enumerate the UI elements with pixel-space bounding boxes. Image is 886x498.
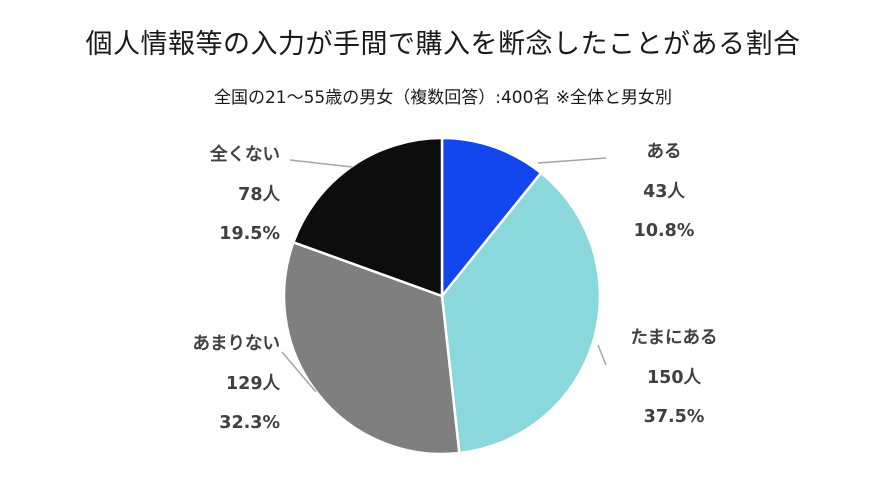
leader-line <box>537 157 607 164</box>
slice-label-name: あまりない <box>192 334 281 354</box>
slice-label-count: 129人 <box>225 373 280 394</box>
slice-label-percent: 37.5% <box>643 407 705 427</box>
slice-label-name: ある <box>646 142 682 162</box>
leader-line <box>289 159 353 168</box>
chart-subtitle: 全国の21～55歳の男女（複数回答）:400名 ※全体と男女別 <box>213 88 673 108</box>
slice-label-percent: 19.5% <box>219 224 280 244</box>
slice-label: 全くない 78人 19.5% <box>180 145 280 244</box>
pie-slice <box>282 241 461 456</box>
slice-label: たまにある 150人 37.5% <box>604 328 744 427</box>
leader-line <box>281 351 317 393</box>
leader-lines <box>281 157 607 393</box>
slice-label-name: 全くない <box>210 145 280 165</box>
slice-label-percent: 32.3% <box>219 413 280 433</box>
chart-title: 個人情報等の入力が手間で購入を断念したことがある割合 <box>85 29 801 60</box>
pie-slice <box>440 136 543 298</box>
slice-label-name: たまにある <box>630 328 718 348</box>
leader-line <box>597 344 607 366</box>
slice-label-percent: 10.8% <box>633 221 695 241</box>
slice-label-count: 150人 <box>646 367 702 388</box>
slice-label: ある 43人 10.8% <box>614 142 714 241</box>
pie-slices <box>282 136 602 456</box>
pie-slice <box>440 171 602 455</box>
slice-label-count: 43人 <box>643 181 685 202</box>
slice-label: あまりない 129人 32.3% <box>150 334 281 433</box>
slice-label-count: 78人 <box>238 184 280 205</box>
